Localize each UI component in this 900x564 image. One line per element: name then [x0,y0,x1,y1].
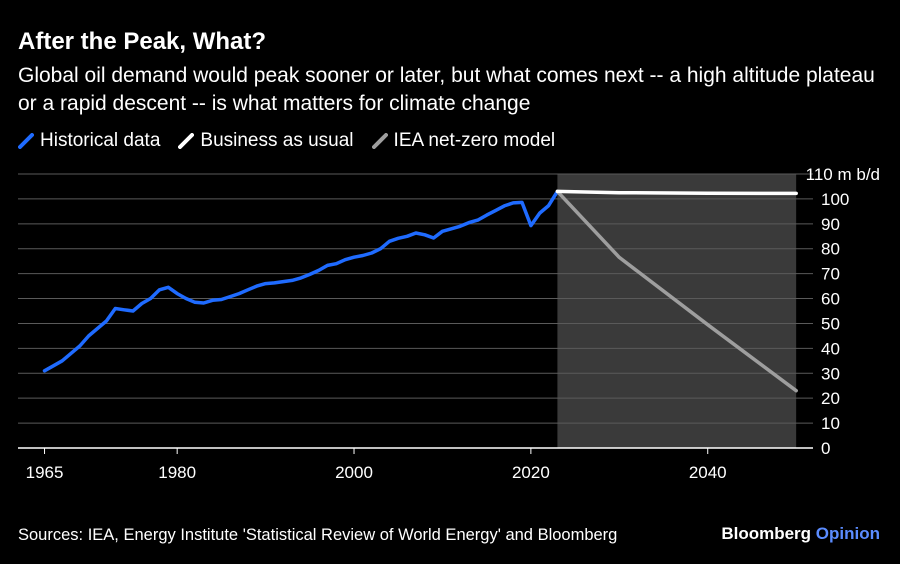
x-axis-ticks: 1965 1980 2000 2020 2040 [26,448,727,482]
y-tick-label: 40 [821,339,840,358]
y-tick-label: 110 m b/d [806,165,880,184]
plot-shaded-region [557,174,797,448]
legend-label: IEA net-zero model [393,130,556,151]
legend-line-icon [178,133,195,149]
x-tick-label: 2020 [512,463,550,482]
source-note: Sources: IEA, Energy Institute 'Statisti… [18,526,618,544]
legend-line-icon [371,133,388,149]
brand-suffix: Opinion [815,524,880,543]
chart-title: After the Peak, What? [18,28,267,55]
legend-item-business-as-usual: Business as usual [178,130,354,152]
brand-logo: Bloomberg Opinion [721,524,880,544]
y-tick-label: 70 [821,265,840,284]
legend-item-historical: Historical data [18,130,160,152]
y-tick-label: 50 [821,314,840,333]
y-axis-ticks: 0 10 20 30 40 50 60 70 80 90 100 110 m b/d [806,165,880,458]
y-tick-label: 10 [821,414,840,433]
legend: Historical data Business as usual IEA ne… [18,130,573,152]
y-tick-label: 100 [821,190,849,209]
series-line-business-as-usual [555,189,798,196]
x-tick-label: 1980 [158,463,196,482]
gridlines [18,173,813,449]
y-tick-label: 30 [821,364,840,383]
legend-label: Business as usual [200,130,354,151]
y-tick-label: 90 [821,215,840,234]
series-line-historical-data [42,189,560,373]
y-tick-label: 0 [821,439,830,458]
y-tick-label: 20 [821,389,840,408]
x-tick-label: 1965 [26,463,64,482]
x-tick-label: 2000 [335,463,373,482]
brand-name: Bloomberg [721,524,812,543]
y-tick-label: 80 [821,240,840,259]
series-line-iea-net-zero-model [555,189,798,393]
series-lines [42,189,798,393]
y-tick-label: 60 [821,290,840,309]
legend-label: Historical data [40,130,161,151]
legend-line-icon [18,133,34,149]
legend-item-net-zero: IEA net-zero model [371,130,556,152]
chart-subtitle: Global oil demand would peak sooner or l… [18,64,875,115]
x-tick-label: 2040 [689,463,727,482]
